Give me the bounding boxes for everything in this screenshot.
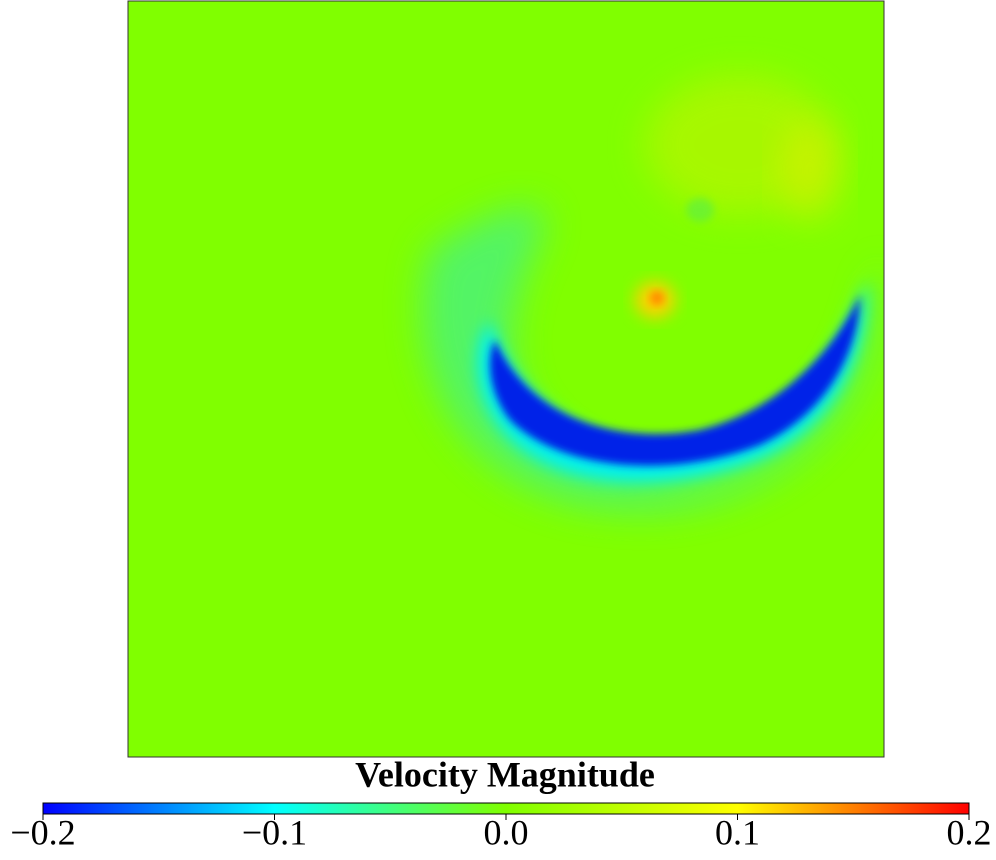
field-feature — [650, 291, 664, 305]
tick-label: −0.1 — [242, 812, 307, 852]
tick-label: 0.1 — [715, 812, 760, 852]
tick-label: 0.0 — [484, 812, 529, 852]
field-feature — [686, 198, 714, 222]
colorbar-title: Velocity Magnitude — [355, 754, 655, 794]
field — [128, 1, 884, 757]
field-feature — [490, 295, 860, 466]
tick-label: 0.2 — [947, 812, 992, 852]
field-feature — [780, 120, 840, 220]
plot-frame — [127, 0, 885, 758]
tick-label: −0.2 — [10, 812, 75, 852]
